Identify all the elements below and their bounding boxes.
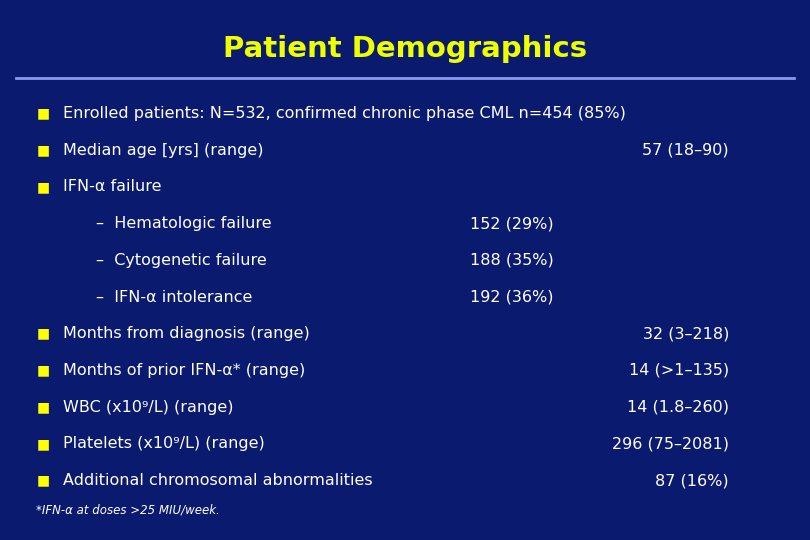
Text: 152 (29%): 152 (29%)	[470, 216, 553, 231]
Text: Months from diagnosis (range): Months from diagnosis (range)	[63, 326, 310, 341]
Text: ■: ■	[36, 474, 49, 488]
Text: Months of prior IFN-α* (range): Months of prior IFN-α* (range)	[63, 363, 305, 378]
Text: 192 (36%): 192 (36%)	[470, 289, 553, 305]
Text: 296 (75–2081): 296 (75–2081)	[612, 436, 729, 451]
Text: ■: ■	[36, 400, 49, 414]
Text: Platelets (x10⁹/L) (range): Platelets (x10⁹/L) (range)	[63, 436, 265, 451]
Text: IFN-α failure: IFN-α failure	[63, 179, 162, 194]
Text: Enrolled patients: N=532, confirmed chronic phase CML n=454 (85%): Enrolled patients: N=532, confirmed chro…	[63, 106, 626, 121]
Text: *IFN-α at doses >25 MIU/week.: *IFN-α at doses >25 MIU/week.	[36, 504, 220, 517]
Text: 57 (18–90): 57 (18–90)	[642, 143, 729, 158]
Text: Patient Demographics: Patient Demographics	[223, 35, 587, 63]
Text: –  Cytogenetic failure: – Cytogenetic failure	[96, 253, 266, 268]
Text: ■: ■	[36, 106, 49, 120]
Text: Median age [yrs] (range): Median age [yrs] (range)	[63, 143, 264, 158]
Text: ■: ■	[36, 327, 49, 341]
Text: –  Hematologic failure: – Hematologic failure	[96, 216, 271, 231]
Text: 14 (1.8–260): 14 (1.8–260)	[627, 400, 729, 415]
Text: –  IFN-α intolerance: – IFN-α intolerance	[96, 289, 252, 305]
Text: 32 (3–218): 32 (3–218)	[642, 326, 729, 341]
Text: Additional chromosomal abnormalities: Additional chromosomal abnormalities	[63, 473, 373, 488]
Text: ■: ■	[36, 180, 49, 194]
Text: WBC (x10⁹/L) (range): WBC (x10⁹/L) (range)	[63, 400, 233, 415]
Text: 188 (35%): 188 (35%)	[470, 253, 553, 268]
Text: ■: ■	[36, 437, 49, 451]
Text: 14 (>1–135): 14 (>1–135)	[629, 363, 729, 378]
Text: 87 (16%): 87 (16%)	[655, 473, 729, 488]
Text: ■: ■	[36, 363, 49, 377]
Text: ■: ■	[36, 143, 49, 157]
